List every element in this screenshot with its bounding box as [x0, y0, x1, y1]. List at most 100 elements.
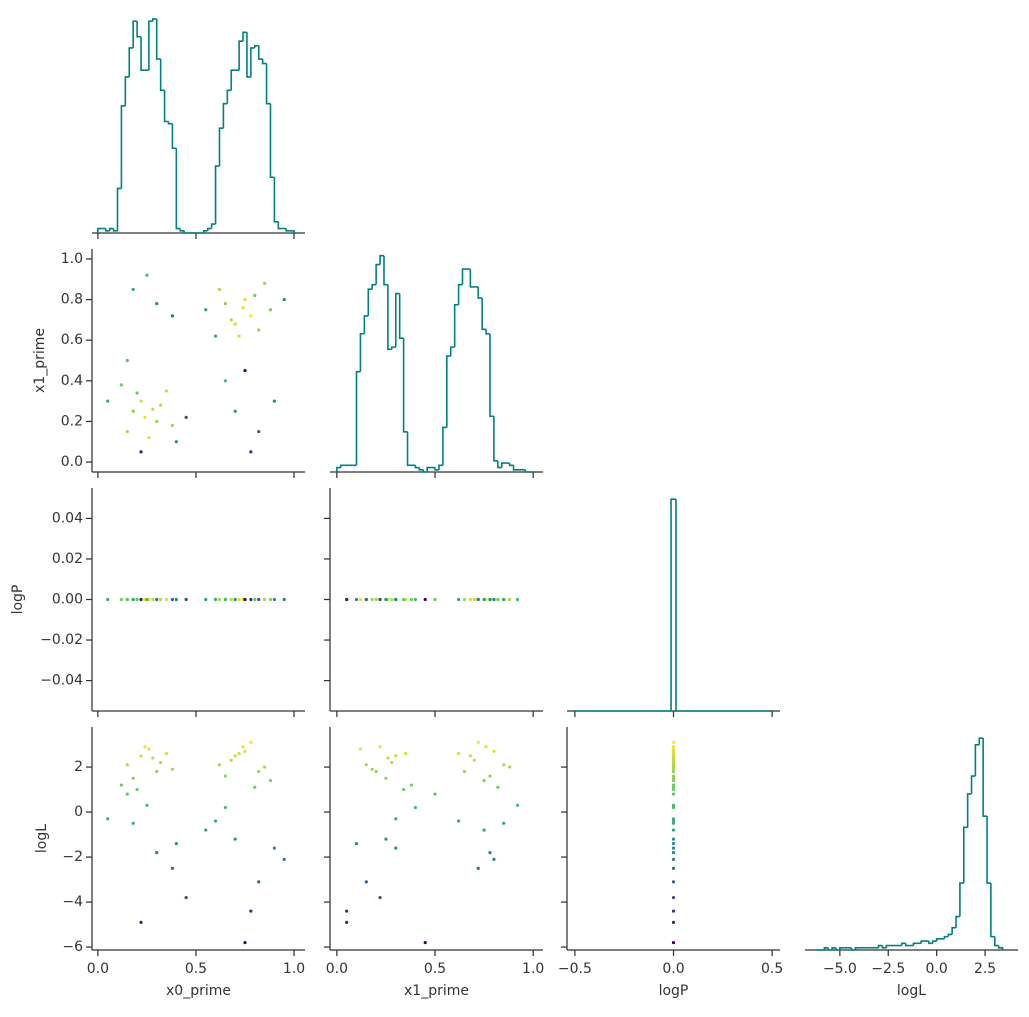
histogram-step: [218, 127, 224, 167]
scatter-point: [488, 597, 492, 602]
scatter-point: [131, 821, 135, 825]
y-tick-label: −2: [62, 849, 83, 865]
histogram-step: [675, 499, 775, 712]
histogram-step: [485, 329, 490, 335]
histogram-step: [493, 416, 498, 462]
histogram-step: [827, 947, 833, 951]
scatter-point: [268, 778, 273, 783]
scatter-point: [282, 857, 286, 861]
scatter-point: [671, 758, 676, 762]
scatter-point: [184, 597, 188, 602]
scatter-point: [174, 841, 178, 846]
scatter-point: [249, 740, 253, 744]
scatter-point: [403, 751, 408, 756]
scatter-point: [370, 767, 374, 771]
histogram-step: [136, 21, 142, 38]
scatter-point: [423, 597, 427, 602]
histogram-step: [955, 915, 960, 928]
histogram-step: [997, 945, 1004, 950]
scatter-point: [482, 778, 486, 783]
x-axis-label: x0_prime: [166, 983, 231, 999]
histogram-step: [986, 816, 991, 884]
scatter-point: [508, 597, 512, 602]
histogram-step: [982, 738, 988, 817]
scatter-point: [433, 597, 437, 602]
scatter-point: [456, 751, 461, 756]
scatter-point: [233, 597, 237, 602]
scatter-point: [164, 597, 169, 602]
histogram-step: [242, 31, 247, 42]
scatter-point: [139, 399, 143, 403]
histogram-step: [273, 177, 279, 223]
histogram-step: [152, 18, 157, 22]
scatter-point: [131, 409, 135, 413]
y-tick-label: −6: [62, 939, 83, 955]
histogram-step: [951, 926, 957, 935]
scatter-point: [272, 399, 277, 403]
scatter-point: [378, 895, 382, 900]
y-axis-label: logL: [34, 824, 50, 853]
histogram-step: [277, 221, 283, 230]
x-tick-label: 1.0: [283, 961, 305, 977]
histogram-step: [183, 230, 189, 234]
scatter-point: [502, 821, 506, 825]
scatter-point: [394, 817, 398, 821]
y-axis-label: logP: [10, 585, 26, 615]
histogram-step: [148, 20, 153, 71]
histogram-step: [104, 228, 110, 232]
x-tick-label: −5.0: [823, 961, 857, 977]
scatter-point: [671, 828, 676, 832]
scatter-point: [671, 745, 676, 749]
histogram-step: [457, 283, 463, 305]
scatter-point: [119, 383, 124, 387]
x-tick-label: 0.0: [87, 961, 109, 977]
scatter-point: [671, 850, 676, 855]
histogram-step: [426, 466, 432, 472]
scatter-point: [237, 751, 241, 756]
histogram-step: [835, 947, 840, 951]
scatter-point: [170, 423, 175, 428]
scatter-point: [515, 803, 520, 807]
scatter-point: [164, 389, 169, 393]
histogram-step: [265, 63, 271, 105]
scatter-point: [241, 306, 245, 310]
histogram-step: [116, 187, 122, 231]
histogram-step: [932, 940, 937, 944]
scatter-point: [671, 749, 676, 753]
histogram-step: [159, 59, 165, 92]
scatter-point: [671, 763, 676, 767]
y-tick-label: 0.00: [52, 592, 83, 608]
y-tick-label: 0.6: [61, 332, 83, 348]
histogram-step: [497, 460, 502, 469]
scatter-point: [106, 817, 110, 821]
scatter-point: [106, 399, 110, 403]
x-tick-label: 0.5: [761, 961, 783, 977]
scatter-point: [131, 597, 135, 602]
scatter-point: [282, 297, 286, 302]
scatter-point: [374, 597, 378, 602]
scatter-point: [223, 774, 227, 778]
histogram-step: [387, 284, 392, 351]
histogram-step: [339, 464, 345, 468]
scatter-point: [402, 787, 406, 792]
scatter-point: [257, 769, 261, 774]
scatter-point: [272, 846, 277, 850]
y-axis-label: x1_prime: [32, 328, 48, 393]
scatter-point: [253, 785, 257, 789]
scatter-point: [671, 747, 676, 751]
scatter-point: [468, 754, 472, 758]
scatter-point: [345, 597, 349, 602]
histogram-step: [175, 148, 181, 230]
scatter-point: [204, 828, 208, 832]
histogram-step: [461, 268, 467, 285]
histogram-step: [406, 431, 412, 467]
scatter-point: [378, 597, 382, 602]
scatter-point: [671, 866, 676, 870]
histogram-step: [974, 744, 980, 777]
scatter-point: [147, 436, 151, 440]
scatter-point: [462, 769, 467, 774]
scatter-point: [135, 391, 139, 395]
scatter-point: [204, 308, 208, 312]
scatter-point: [492, 749, 496, 753]
scatter-point: [358, 747, 363, 751]
